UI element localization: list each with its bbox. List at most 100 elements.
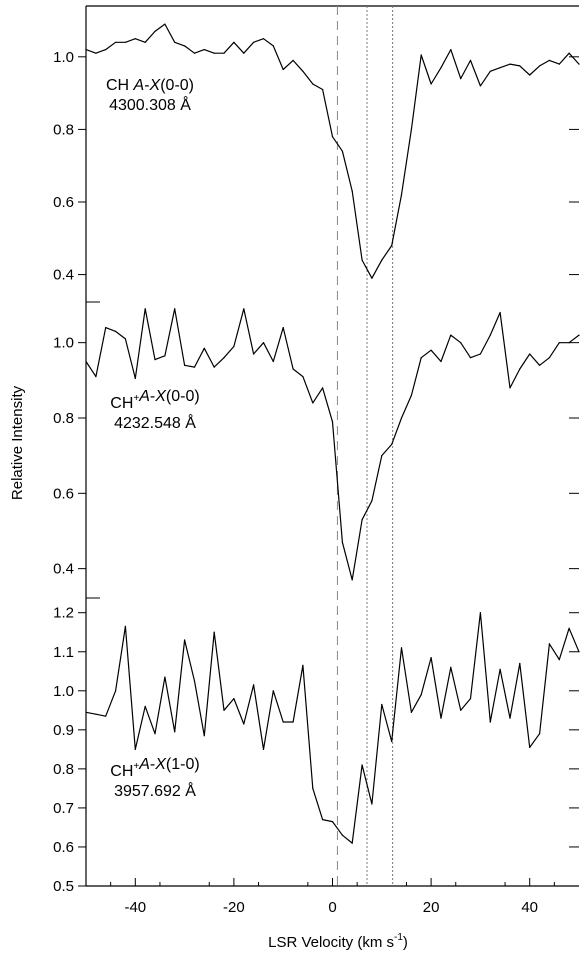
data-point xyxy=(262,38,265,40)
data-point xyxy=(233,41,235,43)
data-point xyxy=(312,787,314,790)
data-point xyxy=(509,717,511,719)
data-point xyxy=(203,735,205,737)
data-point xyxy=(450,666,452,669)
data-point xyxy=(223,709,225,711)
data-point xyxy=(568,52,570,54)
data-point xyxy=(134,377,136,379)
data-point xyxy=(292,59,294,62)
data-point xyxy=(450,334,452,336)
y-tick-label: 0.4 xyxy=(53,561,74,578)
data-point xyxy=(440,360,442,363)
y-tick-label: 0.9 xyxy=(53,722,74,739)
data-point xyxy=(578,651,580,653)
data-point xyxy=(539,364,541,366)
data-point xyxy=(479,353,481,355)
data-point xyxy=(539,65,541,67)
data-point xyxy=(341,541,343,543)
y-tick-label: 0.8 xyxy=(53,121,74,138)
data-point xyxy=(529,746,531,749)
data-point xyxy=(371,500,373,502)
data-point xyxy=(440,717,442,719)
data-point xyxy=(253,684,255,686)
y-tick-label: 1.0 xyxy=(53,335,74,352)
data-point xyxy=(203,49,205,51)
data-point xyxy=(223,52,225,54)
data-point xyxy=(105,327,107,329)
data-point xyxy=(548,357,551,359)
data-point xyxy=(539,733,541,735)
data-point xyxy=(410,128,412,130)
data-point xyxy=(144,705,146,708)
data-point xyxy=(420,694,422,696)
data-point xyxy=(85,711,87,713)
data-point xyxy=(174,41,176,43)
data-point xyxy=(85,49,87,51)
plot-area xyxy=(85,5,579,887)
data-point xyxy=(322,387,324,389)
data-point xyxy=(115,690,117,692)
x-axis: -40 -20 0 20 40 xyxy=(110,878,555,916)
data-point xyxy=(381,455,383,457)
data-point xyxy=(430,349,432,351)
data-point xyxy=(420,357,422,359)
data-point xyxy=(499,668,501,670)
y-tick-label: 0.4 xyxy=(53,267,74,284)
data-point xyxy=(184,364,186,366)
data-point xyxy=(410,394,412,396)
x-tick-label: 40 xyxy=(521,899,538,916)
x-tick-label: 20 xyxy=(423,899,440,916)
data-point xyxy=(479,85,481,87)
data-point xyxy=(519,662,521,665)
data-point xyxy=(331,421,334,423)
data-point xyxy=(154,30,156,32)
data-point xyxy=(312,83,314,85)
data-point xyxy=(391,740,393,743)
data-point xyxy=(164,23,166,25)
data-point xyxy=(95,376,97,378)
data-point xyxy=(548,59,551,62)
panel-2: 0.4 0.6 0.8 1.0 CH+A-X(0-0)4232.548 Å xyxy=(53,301,580,581)
data-point xyxy=(105,49,107,51)
data-point xyxy=(499,67,501,69)
data-point xyxy=(282,68,284,71)
data-point xyxy=(361,259,363,261)
data-point xyxy=(164,355,166,357)
data-point xyxy=(193,680,196,682)
y-tick-label: 0.6 xyxy=(53,485,74,502)
panel-label-wavelength: 4232.548 Å xyxy=(114,413,196,432)
panels: 0.40.60.81.0CH A-X(0-0)4300.308 Å0.40.60… xyxy=(53,23,580,895)
data-point xyxy=(381,259,383,261)
data-point xyxy=(253,353,255,355)
data-point xyxy=(489,334,491,336)
data-point xyxy=(489,70,491,72)
data-point xyxy=(282,721,284,723)
data-point xyxy=(499,311,501,314)
data-point xyxy=(262,342,265,344)
y-tick-label: 1.2 xyxy=(53,605,74,622)
data-point xyxy=(331,821,334,823)
data-point xyxy=(568,627,570,629)
data-point xyxy=(420,54,422,56)
data-point xyxy=(509,387,511,389)
y-tick-label: 0.8 xyxy=(53,410,74,427)
data-point xyxy=(272,690,274,692)
data-point xyxy=(548,643,551,645)
data-point xyxy=(174,731,176,733)
data-point xyxy=(469,357,472,359)
data-point xyxy=(312,402,314,404)
panel-1: 0.4 0.6 0.8 1.0 CH A-X(0-0)4300.308 Å xyxy=(53,23,580,284)
y-tick-label: 0.8 xyxy=(53,761,74,778)
data-point xyxy=(124,41,126,43)
panel-3: 0.5 0.6 0.7 0.8 0.9 1.0 1.1 1.2 CH+A-X(1-0)3957.… xyxy=(53,597,580,895)
data-point xyxy=(272,360,274,363)
spectrum-line xyxy=(85,308,580,581)
data-point xyxy=(233,345,235,347)
data-point xyxy=(95,713,97,715)
y-tick-label: 0.6 xyxy=(53,194,74,211)
data-point xyxy=(489,721,491,723)
data-point xyxy=(400,194,403,196)
data-point xyxy=(292,368,294,370)
velocity-marker-lines xyxy=(336,6,394,886)
